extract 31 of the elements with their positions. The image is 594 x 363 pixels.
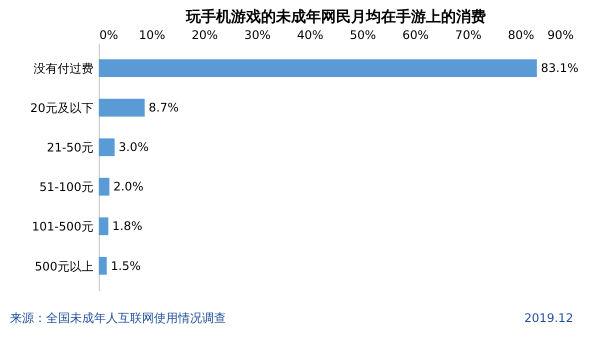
y-tick-label: 没有付过费 — [33, 62, 94, 76]
data-label: 1.8% — [112, 219, 142, 234]
y-tick-label: 21-50元 — [46, 140, 94, 155]
data-label: 1.5% — [110, 258, 141, 273]
y-tick-label: 101-500元 — [32, 220, 94, 234]
x-tick-label: 40% — [297, 28, 324, 42]
data-label: 83.1% — [540, 61, 579, 76]
source-note: 来源：全国未成年人互联网使用情况调查 — [10, 311, 226, 326]
bar — [98, 138, 115, 156]
x-tick-label: 30% — [244, 28, 271, 42]
x-tick-label: 0% — [99, 28, 118, 42]
data-label: 8.7% — [148, 100, 179, 115]
y-tick-label: 51-100元 — [39, 180, 94, 194]
chart-title: 玩手机游戏的未成年网民月均在手游上的消费 — [185, 8, 486, 26]
bar — [98, 217, 108, 236]
data-label: 2.0% — [113, 180, 144, 194]
bar — [98, 178, 110, 196]
x-tick-label: 80% — [508, 28, 534, 42]
bar — [98, 59, 537, 78]
x-tick-label: 20% — [192, 28, 218, 42]
bar — [98, 256, 107, 275]
text: 2019.12 — [524, 311, 574, 326]
x-tick-label: 60% — [402, 28, 429, 42]
x-tick-label: 70% — [455, 28, 482, 42]
y-tick-label: 500元以上 — [34, 259, 94, 274]
x-tick-label: 50% — [350, 28, 376, 42]
x-tick-label: 10% — [138, 28, 166, 42]
bar — [98, 98, 145, 117]
x-tick-label: 90% — [547, 28, 574, 42]
y-tick-label: 20元及以下 — [30, 101, 94, 116]
data-label: 3.0% — [118, 140, 149, 154]
